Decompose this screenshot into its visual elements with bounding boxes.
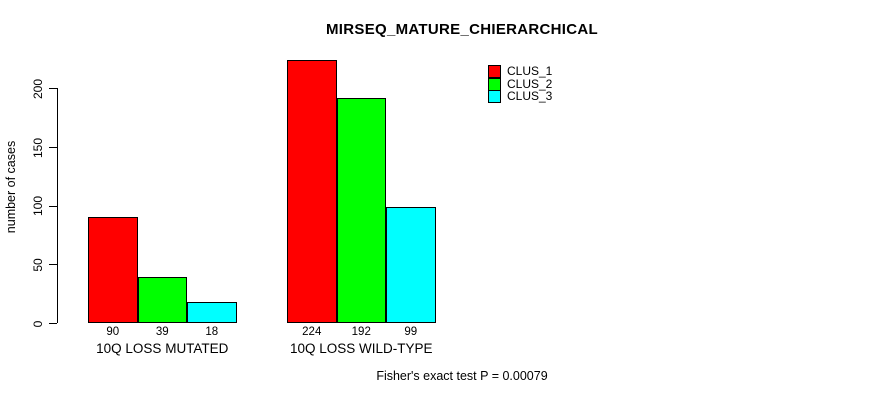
y-axis-tick-label: 150 [31,137,45,158]
category-label: 10Q LOSS WILD-TYPE [290,341,433,356]
bar-clus_3-group1 [187,301,237,323]
y-axis-tick-label: 100 [31,196,45,217]
legend-item: CLUS_1 [488,65,552,78]
bar-value-label: 90 [106,326,120,338]
y-axis-tick [49,147,57,148]
legend-item: CLUS_3 [488,89,553,104]
legend-item: CLUS_2 [488,76,553,91]
bar-value-label: 99 [404,326,418,338]
y-axis-tick [49,264,57,266]
bar-clus_3-group2 [386,206,436,323]
bar-clus_1-group2 [287,60,337,323]
legend-swatch [488,90,501,104]
y-axis-tick-label: 50 [31,258,45,272]
legend-label: CLUS_1 [507,64,553,78]
chart-title: MIRSEQ_MATURE_CHIERARCHICAL [326,21,598,38]
legend-swatch [488,65,501,78]
bar-value-label: 39 [155,326,169,338]
legend-swatch [488,77,501,91]
bar-clus_2-group2 [336,97,386,323]
y-axis-tick-label: 0 [31,320,45,327]
bar-value-label: 18 [205,326,219,338]
y-axis-tick [49,205,57,207]
legend-label: CLUS_2 [507,76,553,91]
annotation-text: Fisher's exact test P = 0.00079 [376,369,548,383]
bar-clus_2-group1 [137,277,187,323]
bar-value-label: 192 [351,326,371,338]
bar-clus_1-group1 [88,217,138,323]
y-axis-tick [49,88,57,90]
category-label: 10Q LOSS MUTATED [96,341,229,356]
y-axis-tick-label: 200 [31,78,45,99]
legend-label: CLUS_3 [507,89,553,104]
y-axis-tick [49,323,57,324]
y-axis-line [57,88,58,323]
bar-value-label: 224 [302,326,322,338]
